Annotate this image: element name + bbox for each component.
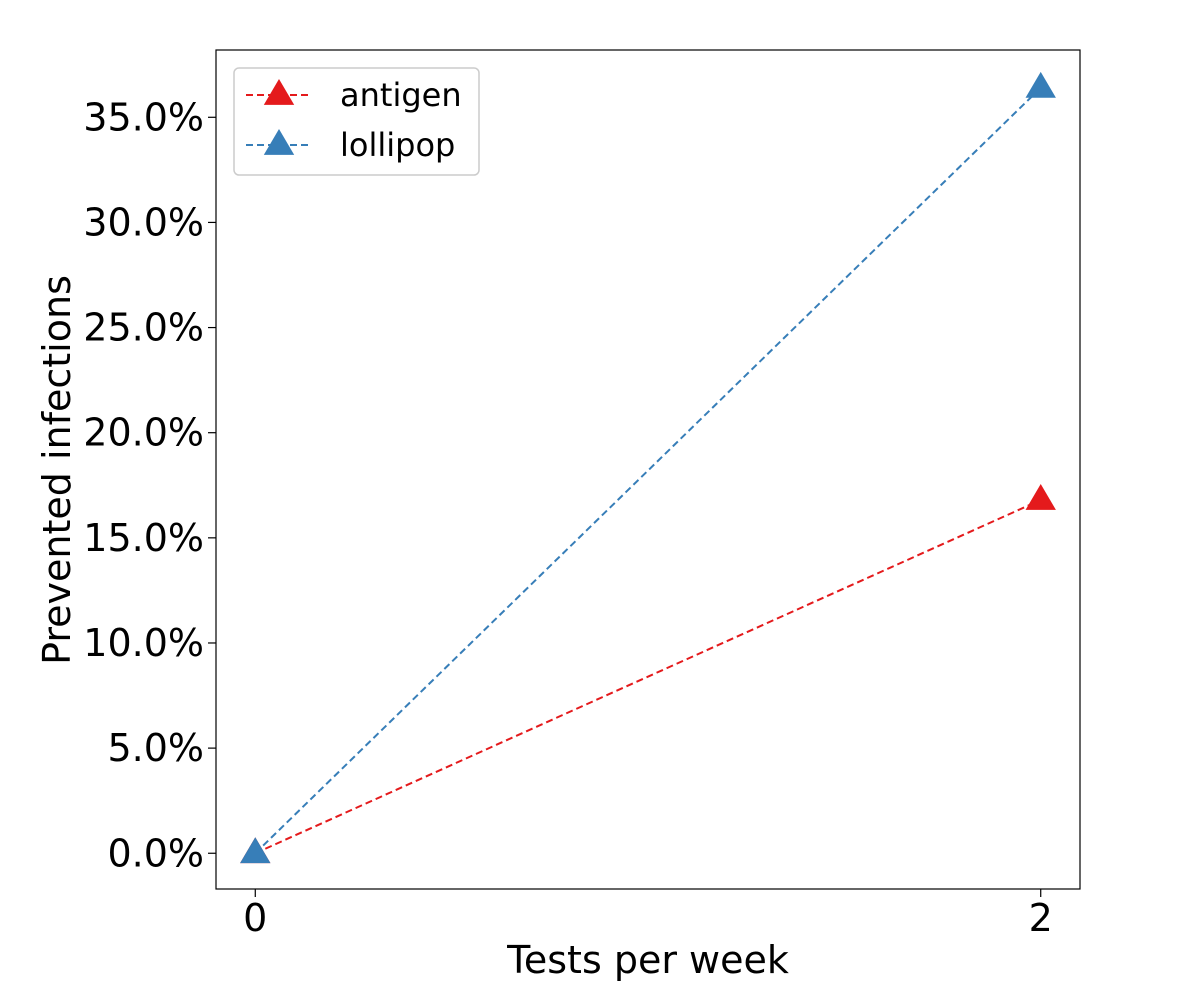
legend-label-antigen: antigen (340, 76, 462, 114)
y-tick-label: 25.0% (83, 306, 204, 350)
data-point-antigen (1025, 483, 1056, 510)
data-point-lollipop (240, 837, 271, 864)
y-tick-label: 35.0% (83, 95, 204, 139)
y-axis-label: Prevented infections (35, 275, 79, 665)
data-point-lollipop (1025, 71, 1056, 98)
legend-marker-antigen (263, 79, 295, 105)
y-tick-label: 30.0% (83, 200, 204, 244)
legend-items: antigen lollipop (246, 76, 462, 164)
legend-label-lollipop: lollipop (340, 126, 455, 164)
x-tick-label: 2 (1029, 896, 1053, 940)
y-tick-label: 20.0% (83, 411, 204, 455)
series-line-antigen (254, 499, 1042, 855)
plot-frame (215, 49, 1081, 890)
y-tick-label: 5.0% (107, 726, 204, 770)
y-tick-label: 0.0% (107, 831, 204, 875)
series-line-lollipop (254, 87, 1042, 854)
series-layer (240, 71, 1056, 864)
x-tick-label: 0 (243, 896, 267, 940)
y-tick-label: 15.0% (83, 516, 204, 560)
y-axis-ticks: 0.0% 5.0% 10.0% 15.0% 20.0% 25.0% 30.0% 35.0% (83, 95, 216, 875)
x-axis-label: Tests per week (506, 938, 789, 982)
legend-marker-lollipop (263, 129, 295, 155)
y-tick-label: 10.0% (83, 621, 204, 665)
legend: antigen lollipop (233, 67, 480, 176)
